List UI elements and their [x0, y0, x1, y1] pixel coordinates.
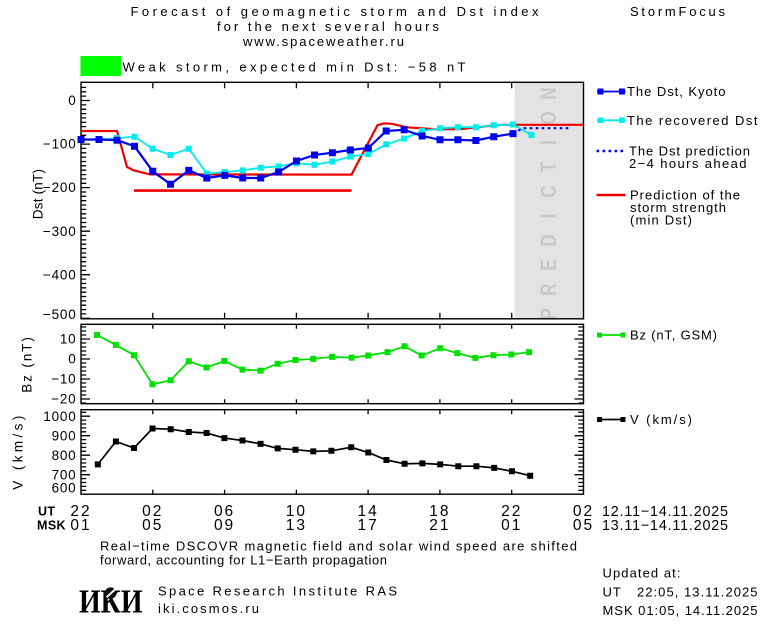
svg-text:MSK 01:05, 14.11.2025: MSK 01:05, 14.11.2025 — [603, 603, 758, 618]
svg-text:09: 09 — [214, 517, 235, 534]
svg-text:Dst (nT): Dst (nT) — [31, 169, 46, 219]
svg-text:T: T — [537, 162, 562, 172]
svg-text:800: 800 — [52, 448, 77, 463]
svg-text:10: 10 — [286, 503, 307, 520]
svg-text:The Dst prediction: The Dst prediction — [629, 144, 750, 159]
svg-text:06: 06 — [214, 503, 235, 520]
svg-text:Space Research Institute RAS: Space Research Institute RAS — [158, 584, 397, 599]
svg-text:D: D — [537, 234, 562, 246]
svg-text:−20: −20 — [51, 392, 76, 407]
svg-text:(min Dst): (min Dst) — [630, 213, 692, 228]
svg-text:P: P — [537, 308, 562, 319]
svg-text:O: O — [537, 111, 562, 124]
svg-text:01: 01 — [501, 517, 522, 534]
svg-text:0: 0 — [68, 93, 76, 108]
svg-text:www.spaceweather.ru: www.spaceweather.ru — [242, 34, 404, 49]
svg-text:−500: −500 — [43, 307, 77, 322]
svg-text:The Dst, Kyoto: The Dst, Kyoto — [627, 84, 726, 99]
svg-text:21: 21 — [429, 517, 450, 534]
svg-text:700: 700 — [52, 467, 77, 482]
svg-text:Bz (nT): Bz (nT) — [20, 335, 35, 393]
svg-text:V (km/s): V (km/s) — [11, 412, 26, 489]
svg-text:1000: 1000 — [43, 409, 76, 424]
svg-text:UT: UT — [38, 505, 55, 519]
svg-text:−100: −100 — [43, 137, 77, 152]
svg-text:E: E — [537, 259, 562, 270]
svg-text:12.11−14.11.2025: 12.11−14.11.2025 — [602, 504, 728, 520]
svg-text:forward, accounting for L1−Ear: forward, accounting for L1−Earth propaga… — [100, 552, 387, 567]
svg-text:The recovered Dst: The recovered Dst — [627, 113, 758, 128]
svg-text:05: 05 — [142, 517, 163, 534]
svg-text:storm strength: storm strength — [630, 200, 726, 215]
svg-text:14: 14 — [358, 503, 379, 520]
svg-text:900: 900 — [52, 428, 77, 443]
svg-text:C: C — [537, 185, 562, 197]
svg-text:22: 22 — [501, 503, 522, 520]
svg-text:Prediction of the: Prediction of the — [630, 188, 740, 203]
svg-text:R: R — [537, 283, 562, 295]
svg-text:V (km/s): V (km/s) — [630, 412, 692, 427]
svg-text:600: 600 — [52, 481, 77, 496]
svg-text:−300: −300 — [43, 224, 77, 239]
svg-text:13: 13 — [286, 517, 307, 534]
svg-text:I: I — [537, 214, 562, 219]
svg-text:2−4 hours ahead: 2−4 hours ahead — [629, 156, 747, 171]
svg-text:13.11−14.11.2025: 13.11−14.11.2025 — [602, 518, 728, 534]
svg-text:I: I — [537, 140, 562, 145]
svg-text:05: 05 — [573, 517, 594, 534]
svg-text:−10: −10 — [51, 372, 76, 387]
svg-text:−200: −200 — [43, 180, 77, 195]
svg-text:for the next several hours: for the next several hours — [217, 19, 440, 34]
svg-text:22: 22 — [70, 503, 91, 520]
svg-text:Bz (nT, GSM): Bz (nT, GSM) — [630, 328, 717, 343]
svg-text:18: 18 — [429, 503, 450, 520]
svg-text:02: 02 — [142, 503, 163, 520]
svg-text:UT 22:05, 13.11.2025: UT 22:05, 13.11.2025 — [603, 585, 758, 600]
svg-text:02: 02 — [573, 503, 594, 520]
svg-text:17: 17 — [358, 517, 379, 534]
svg-text:−400: −400 — [43, 267, 77, 282]
svg-text:01: 01 — [70, 517, 91, 534]
svg-text:StormFocus: StormFocus — [630, 4, 726, 19]
svg-text:0: 0 — [68, 352, 76, 367]
svg-text:10: 10 — [60, 332, 77, 347]
svg-text:MSK: MSK — [37, 519, 66, 533]
svg-text:N: N — [537, 87, 562, 99]
svg-text:iki.cosmos.ru: iki.cosmos.ru — [158, 601, 259, 616]
svg-text:Real−time DSCOVR magnetic fiel: Real−time DSCOVR magnetic field and sola… — [100, 538, 577, 553]
